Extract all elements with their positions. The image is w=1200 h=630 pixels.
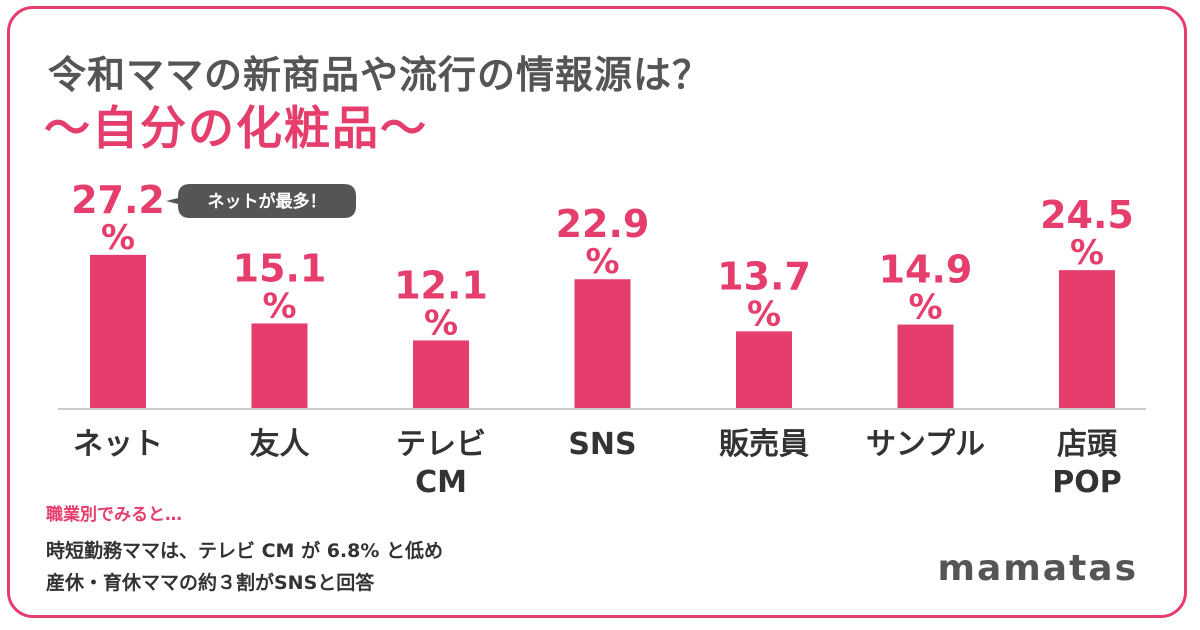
footer-line-2: 産休・育休ママの約３割がSNSと回答 [46, 572, 375, 594]
value-label-7: 24.5 [1040, 193, 1134, 237]
chart-subtitle: 〜自分の化粧品〜 [44, 101, 428, 155]
unit-label-4: % [585, 242, 619, 282]
category-label-7: 店頭 [1057, 427, 1118, 462]
unit-label-6: % [908, 288, 942, 328]
callout-bubble: ネットが最多！ [166, 184, 356, 218]
bar-5 [736, 331, 792, 409]
value-label-2: 15.1 [233, 246, 327, 290]
bar-4 [574, 279, 631, 409]
bar-7 [1059, 270, 1115, 409]
category-label-5: 販売員 [719, 427, 809, 462]
unit-label-5: % [747, 294, 781, 334]
unit-label-1: % [101, 218, 135, 258]
bar-3 [413, 340, 469, 409]
bar-1 [90, 254, 146, 409]
category-label-4: SNS [568, 427, 636, 462]
callout-text: ネットが最多！ [208, 191, 327, 212]
category-label-1: ネット [73, 427, 163, 462]
category-label-7-line2: POP [1052, 465, 1121, 500]
card-frame [7, 6, 1187, 618]
unit-label-7: % [1070, 233, 1104, 273]
bar-2 [251, 323, 308, 409]
category-label-3: テレビ [396, 427, 486, 462]
footer-line-1: 時短勤務ママは、テレビ CM が 6.8% と低め [46, 540, 444, 562]
value-label-3: 12.1 [394, 263, 488, 307]
unit-label-3: % [424, 303, 458, 343]
category-label-6: サンプル [866, 427, 985, 462]
value-label-6: 14.9 [879, 248, 973, 292]
category-label-2: 友人 [250, 427, 310, 462]
value-label-1: 27.2 [71, 178, 165, 222]
unit-label-2: % [262, 286, 296, 326]
brand-logo: mamatas [937, 548, 1138, 589]
footer-heading: 職業別でみると… [46, 505, 182, 525]
chart-title: 令和ママの新商品や流行の情報源は？ [48, 53, 712, 97]
bar-6 [897, 324, 954, 409]
category-label-3-line2: CM [415, 465, 467, 500]
value-label-5: 13.7 [717, 254, 811, 298]
value-label-4: 22.9 [556, 202, 650, 246]
